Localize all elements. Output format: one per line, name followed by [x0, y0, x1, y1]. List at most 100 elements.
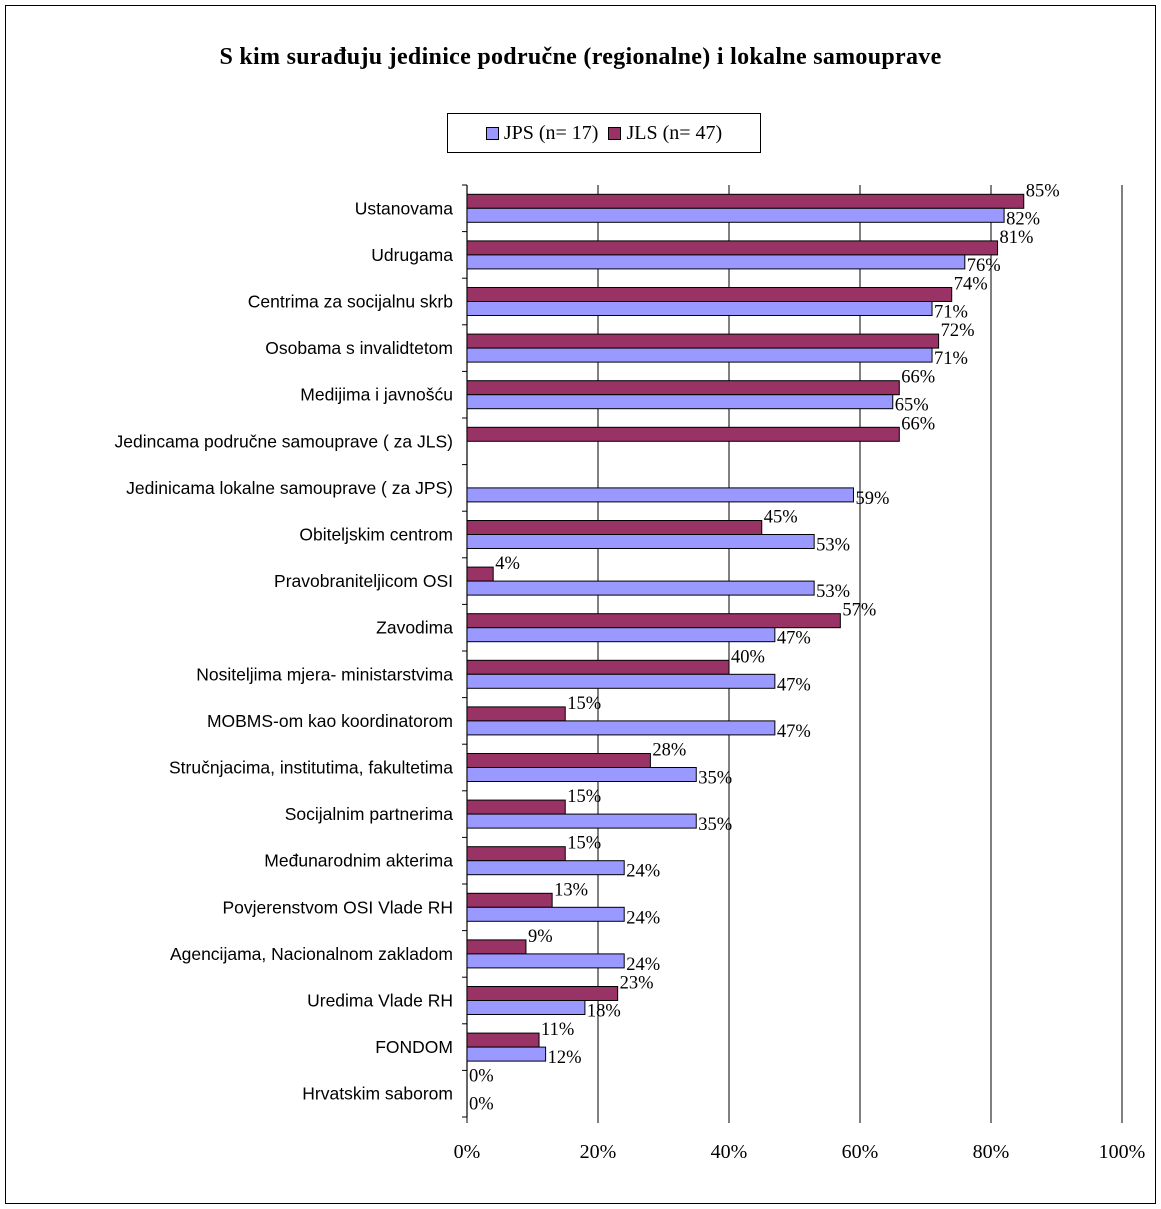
category-label: Hrvatskim saborom — [302, 1084, 453, 1104]
bar-jps — [466, 767, 697, 782]
data-label-jls: 28% — [652, 741, 686, 761]
data-label-jps: 24% — [626, 955, 660, 975]
x-tick-label: 0% — [454, 1141, 481, 1163]
data-label-jls: 13% — [554, 880, 588, 900]
bar-jls — [466, 846, 566, 862]
category-label: Jedincama područne samouprave ( za JLS) — [114, 431, 453, 451]
category-label: Ustanovama — [355, 198, 454, 218]
data-label-jls: 15% — [567, 834, 601, 854]
legend-label-jls: JLS (n= 47) — [626, 121, 723, 144]
bar-jps — [466, 254, 966, 270]
bar-jps — [466, 906, 625, 922]
bar-jls — [466, 613, 841, 629]
data-label-jls: 81% — [1000, 228, 1034, 248]
bar-jps — [466, 860, 625, 876]
data-label-jps: 47% — [777, 629, 811, 649]
legend-label-jps: JPS (n= 17) — [503, 121, 599, 144]
data-label-jls: 74% — [954, 275, 988, 295]
data-label-jls: 15% — [567, 787, 601, 807]
bar-jps — [466, 813, 697, 829]
data-label-jls: 66% — [901, 414, 935, 434]
category-label: Osobama s invalidtetom — [265, 338, 453, 358]
category-label: Stručnjacima, institutima, fakultetima — [169, 758, 453, 778]
bar-jps — [466, 394, 894, 410]
legend-swatch-jls — [608, 126, 622, 140]
data-label-jls: 72% — [941, 321, 975, 341]
data-label-jps: 71% — [934, 303, 968, 323]
data-label-jls: 4% — [495, 554, 520, 574]
data-label-jls: 45% — [764, 508, 798, 528]
bar-jls — [466, 380, 900, 396]
bar-jls — [466, 939, 527, 955]
bar-jls — [466, 659, 730, 675]
category-label: MOBMS-om kao koordinatorom — [207, 711, 453, 731]
data-label-jps: 24% — [626, 862, 660, 882]
bar-jls — [466, 426, 900, 442]
bar-jls — [466, 287, 953, 302]
data-label-jps: 0% — [469, 1095, 494, 1115]
bar-jps — [466, 487, 854, 503]
chart-title: S kim surađuju jedinice područne (region… — [219, 44, 942, 70]
data-label-jps: 35% — [698, 769, 732, 789]
legend: JPS (n= 17) JLS (n= 47) — [447, 113, 761, 153]
data-label-jps: 59% — [855, 489, 889, 509]
data-label-jps: 71% — [934, 349, 968, 369]
category-label: Udrugama — [371, 245, 453, 265]
data-label-jls: 15% — [567, 694, 601, 714]
category-label: Jedinicama lokalne samouprave ( za JPS) — [126, 478, 453, 498]
bar-jls — [466, 799, 566, 815]
bar-jps — [466, 207, 1005, 223]
bar-jps — [466, 534, 815, 549]
x-tick-label: 60% — [842, 1141, 879, 1163]
data-label-jps: 47% — [777, 675, 811, 695]
bar-jls — [466, 1032, 540, 1048]
x-tick-label: 20% — [580, 1141, 617, 1163]
data-label-jls: 9% — [528, 927, 553, 947]
data-label-jls: 23% — [620, 974, 654, 994]
data-label-jps: 76% — [967, 256, 1001, 276]
data-label-jps: 18% — [587, 1002, 621, 1022]
data-label-jps: 53% — [816, 582, 850, 602]
data-label-jps: 35% — [698, 815, 732, 835]
bar-jls — [466, 240, 999, 256]
data-label-jps: 65% — [895, 396, 929, 416]
data-label-jps: 12% — [548, 1048, 582, 1068]
x-tick-label: 40% — [711, 1141, 748, 1163]
bar-jps — [466, 627, 776, 643]
category-label: Agencijama, Nacionalnom zakladom — [170, 944, 453, 964]
bar-jps — [466, 953, 625, 969]
category-label: Nositeljima mjera- ministarstvima — [196, 664, 453, 684]
data-label-jls: 66% — [901, 368, 935, 388]
data-label-jls: 40% — [731, 647, 765, 667]
category-label: Pravobraniteljicom OSI — [274, 571, 453, 591]
bar-jls — [466, 706, 566, 722]
bar-jls — [466, 520, 763, 535]
bar-jls — [466, 986, 619, 1001]
category-label: Uredima Vlade RH — [307, 991, 453, 1011]
x-tick-label: 80% — [973, 1141, 1010, 1163]
category-label: Međunarodnim akterima — [264, 851, 453, 871]
bar-jps — [466, 580, 815, 596]
data-label-jls: 85% — [1026, 181, 1060, 201]
category-label: Zavodima — [376, 618, 453, 638]
category-label: FONDOM — [375, 1037, 453, 1057]
bar-jls — [466, 753, 651, 768]
category-label: Obiteljskim centrom — [299, 525, 453, 545]
data-label-jps: 82% — [1006, 209, 1040, 229]
bar-jps — [466, 301, 933, 316]
legend-entry-jps: JPS (n= 17) — [485, 121, 599, 145]
category-label: Medijima i javnošću — [300, 385, 453, 405]
legend-entry-jls: JLS (n= 47) — [608, 122, 722, 145]
bar-jls — [466, 892, 553, 908]
legend-swatch-jps — [485, 126, 499, 140]
category-label: Povjerenstvom OSI Vlade RH — [222, 897, 453, 917]
data-label-jls: 11% — [541, 1020, 574, 1040]
bar-jps — [466, 1046, 547, 1062]
bar-jps — [466, 347, 933, 363]
data-label-jps: 47% — [777, 722, 811, 742]
x-tick-label: 100% — [1099, 1141, 1146, 1163]
bar-jls — [466, 566, 494, 582]
bar-jls — [466, 193, 1025, 209]
data-label-jls: 57% — [842, 601, 876, 621]
